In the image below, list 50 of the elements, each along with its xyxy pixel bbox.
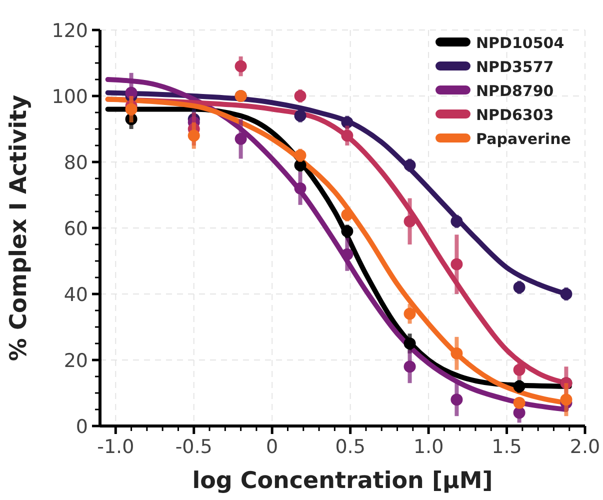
point — [404, 308, 416, 320]
point — [294, 149, 306, 162]
point — [404, 215, 416, 228]
point — [560, 394, 572, 406]
point — [125, 103, 138, 116]
legend-label: NPD8790 — [476, 82, 554, 100]
x-tick-label: 1.5 — [492, 436, 522, 458]
x-tick-label: 0.5 — [335, 436, 366, 458]
point — [404, 360, 416, 373]
legend-label: NPD6303 — [476, 106, 554, 124]
y-tick-label: 20 — [64, 350, 88, 372]
point — [513, 406, 526, 419]
x-tick-label: 1.0 — [413, 436, 444, 458]
point — [188, 130, 200, 142]
point — [341, 130, 354, 142]
point — [450, 394, 463, 406]
y-tick-label: 60 — [64, 218, 88, 240]
point — [294, 110, 306, 122]
legend-label: NPD10504 — [476, 34, 564, 52]
point — [341, 208, 354, 221]
legend-label: NPD3577 — [476, 58, 554, 76]
x-tick-label: -1.0 — [97, 436, 134, 458]
x-axis-title: log Concentration [μM] — [192, 468, 493, 494]
point — [513, 380, 526, 392]
x-tick-label: 2.0 — [570, 436, 600, 458]
point — [560, 288, 572, 300]
point — [513, 281, 526, 294]
point — [294, 90, 306, 102]
legend-label: Papaverine — [476, 130, 571, 148]
y-tick-label: 40 — [64, 284, 88, 306]
point — [125, 86, 138, 99]
point — [234, 132, 247, 145]
x-tick-label: -0.5 — [175, 436, 212, 458]
point — [341, 225, 354, 238]
point — [450, 347, 463, 360]
x-tick-label: 0 — [266, 436, 278, 458]
point — [341, 248, 354, 260]
point — [234, 60, 247, 72]
point — [404, 159, 416, 172]
point — [450, 215, 463, 228]
point — [450, 258, 463, 270]
point — [513, 364, 526, 376]
y-tick-label: 80 — [64, 152, 88, 174]
y-tick-label: 120 — [52, 20, 88, 42]
y-axis-title: % Complex I Activity — [6, 94, 32, 362]
y-tick-label: 0 — [76, 416, 88, 438]
point — [513, 396, 526, 409]
y-tick-label: 100 — [52, 86, 88, 108]
point — [294, 182, 306, 194]
point — [404, 338, 416, 350]
